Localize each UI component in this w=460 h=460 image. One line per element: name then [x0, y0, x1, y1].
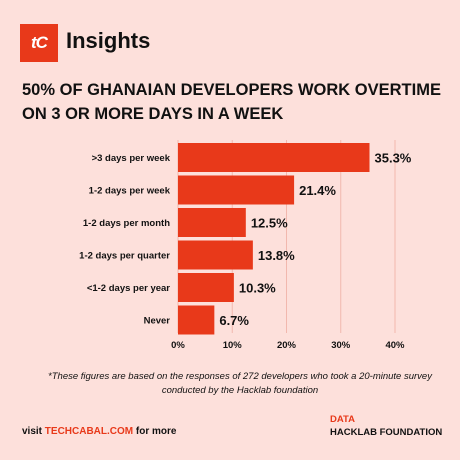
data-label: 6.7% — [219, 313, 249, 328]
bar — [178, 305, 215, 335]
visit-prefix: visit — [22, 426, 45, 437]
bar — [178, 143, 370, 172]
x-tick-label: 20% — [277, 340, 297, 351]
category-label: 1-2 days per quarter — [79, 251, 170, 262]
visit-suffix: for more — [133, 426, 177, 437]
category-label: 1-2 days per month — [83, 218, 170, 229]
techcabal-link[interactable]: TECHCABAL.COM — [44, 426, 134, 437]
data-label: 10.3% — [239, 281, 276, 296]
brand-name: Insights — [66, 28, 151, 53]
bar — [178, 208, 246, 237]
footnote: *These figures are based on the response… — [48, 371, 432, 396]
category-label: 1-2 days per week — [89, 186, 171, 197]
data-label: 12.5% — [251, 216, 288, 231]
source-name: HACKLAB FOUNDATION — [330, 427, 443, 438]
x-tick-label: 0% — [171, 340, 185, 351]
category-label: <1-2 days per year — [87, 283, 170, 294]
x-tick-label: 10% — [223, 340, 243, 351]
category-label: Never — [144, 316, 171, 327]
bar — [178, 175, 295, 205]
data-label: 13.8% — [258, 248, 295, 263]
chart-title: 50% OF GHANAIAN DEVELOPERS WORK OVERTIME… — [22, 81, 441, 123]
visit-text: visit TECHCABAL.COM for more — [22, 426, 176, 437]
x-tick-label: 40% — [385, 340, 405, 351]
category-label: >3 days per week — [92, 153, 171, 164]
bar — [178, 240, 253, 270]
data-label: 21.4% — [299, 183, 336, 198]
data-label: 35.3% — [375, 151, 412, 166]
bar — [178, 273, 234, 302]
techcabal-logo: tC — [20, 24, 58, 62]
source-label: DATA — [330, 414, 355, 425]
x-tick-label: 30% — [331, 340, 351, 351]
